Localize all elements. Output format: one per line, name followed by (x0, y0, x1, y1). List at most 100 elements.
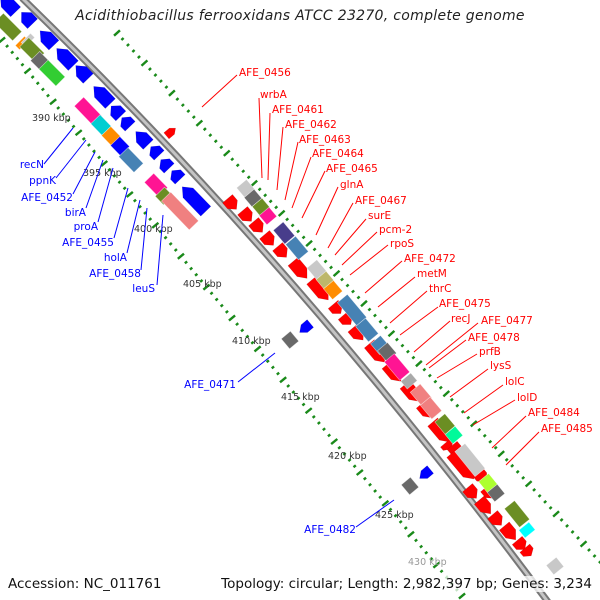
gene-name[interactable]: proA (74, 221, 99, 233)
gene-feature-box[interactable] (419, 396, 443, 420)
gene-name[interactable]: surE (368, 210, 391, 222)
forward-gene-arrow[interactable] (519, 543, 536, 560)
gene-label-fwd-23[interactable]: AFE_0484 (491, 407, 580, 449)
forward-gene-arrow[interactable] (259, 230, 279, 249)
gene-name[interactable]: lysS (490, 360, 512, 372)
gene-label-rev-4[interactable]: proA (74, 167, 114, 233)
gene-name[interactable]: metM (417, 268, 447, 280)
gene-label-fwd-17[interactable]: AFE_0477 (425, 315, 533, 366)
gene-label-fwd-1[interactable]: wrbA (258, 89, 288, 179)
gene-name[interactable]: AFE_0465 (326, 163, 378, 175)
gene-name[interactable]: glnA (340, 179, 364, 191)
gene-label-rev-1[interactable]: ppnK (29, 139, 87, 187)
gene-feature-box[interactable] (258, 206, 278, 226)
gene-feature-box[interactable] (38, 59, 66, 87)
gene-name[interactable]: lolC (505, 376, 525, 388)
reverse-gene-arrow[interactable] (35, 26, 60, 51)
gene-name[interactable]: leuS (132, 283, 155, 295)
reverse-gene-arrow[interactable] (296, 319, 314, 337)
reverse-gene-arrow[interactable] (89, 82, 116, 109)
gene-label-fwd-3[interactable]: AFE_0462 (276, 119, 337, 191)
gene-feature-box[interactable] (285, 235, 309, 261)
gene-name[interactable]: AFE_0482 (304, 524, 356, 536)
gene-name[interactable]: recJ (451, 313, 470, 325)
gene-feature-box[interactable] (486, 483, 506, 503)
gene-feature-box[interactable] (400, 476, 420, 496)
forward-gene-arrow[interactable] (473, 495, 496, 518)
gene-name[interactable]: pcm-2 (379, 224, 412, 236)
gene-label-fwd-20[interactable]: lysS (449, 360, 512, 398)
gene-label-fwd-8[interactable]: AFE_0467 (327, 195, 407, 249)
forward-gene-arrow[interactable] (237, 206, 257, 225)
gene-name[interactable]: birA (65, 207, 87, 219)
reverse-gene-arrow[interactable] (71, 61, 94, 84)
gene-label-fwd-7[interactable]: glnA (315, 179, 364, 236)
gene-name[interactable]: AFE_0467 (355, 195, 407, 207)
gene-feature-box[interactable] (118, 147, 144, 173)
gene-feature-box[interactable] (355, 317, 379, 343)
forward-gene-arrow[interactable] (163, 125, 178, 140)
gene-name[interactable]: wrbA (260, 89, 288, 101)
gene-label-fwd-18[interactable]: AFE_0478 (428, 332, 520, 369)
gene-feature-box[interactable] (400, 372, 418, 390)
forward-gene-arrow[interactable] (248, 217, 268, 236)
forward-gene-arrow[interactable] (462, 483, 482, 502)
gene-name[interactable]: AFE_0471 (184, 379, 236, 391)
gene-name[interactable]: AFE_0455 (62, 237, 114, 249)
gene-label-fwd-22[interactable]: lolD (472, 392, 537, 426)
reverse-gene-arrow[interactable] (106, 101, 127, 122)
gene-name[interactable]: AFE_0463 (299, 134, 351, 146)
gene-label-fwd-24[interactable]: AFE_0485 (505, 423, 593, 466)
gene-name[interactable]: AFE_0464 (312, 148, 364, 160)
gene-label-fwd-21[interactable]: lolC (463, 376, 525, 414)
gene-feature-box[interactable] (545, 556, 565, 576)
reverse-gene-arrow[interactable] (177, 182, 212, 217)
gene-name[interactable]: AFE_0452 (21, 192, 73, 204)
gene-feature-box[interactable] (383, 353, 411, 381)
reverse-gene-arrow[interactable] (16, 7, 38, 29)
gene-label-fwd-10[interactable]: pcm-2 (341, 224, 412, 266)
gene-name[interactable]: AFE_0485 (541, 423, 593, 435)
forward-gene-arrow[interactable] (511, 535, 530, 554)
gene-label-rev-2[interactable]: AFE_0452 (21, 151, 96, 204)
gene-label-fwd-6[interactable]: AFE_0465 (301, 163, 378, 219)
gene-name[interactable]: rpoS (390, 238, 414, 250)
gene-feature-box[interactable] (323, 280, 343, 300)
gene-name[interactable]: AFE_0456 (239, 67, 291, 79)
gene-label-rev-7[interactable]: AFE_0458 (89, 207, 148, 280)
gene-label-fwd-12[interactable]: AFE_0472 (364, 253, 456, 294)
gene-name[interactable]: ppnK (29, 175, 57, 187)
gene-label-fwd-5[interactable]: AFE_0464 (291, 148, 364, 209)
forward-gene-arrow[interactable] (487, 510, 507, 529)
reverse-gene-arrow[interactable] (131, 127, 154, 150)
gene-feature-box[interactable] (518, 521, 536, 539)
gene-name[interactable]: AFE_0475 (439, 298, 491, 310)
gene-name[interactable]: AFE_0461 (272, 104, 324, 116)
gene-label-fwd-2[interactable]: AFE_0461 (267, 104, 324, 181)
reverse-gene-arrow[interactable] (52, 44, 79, 71)
gene-feature-box[interactable] (161, 191, 199, 231)
gene-label-fwd-13[interactable]: metM (377, 268, 447, 308)
gene-name[interactable]: recN (20, 159, 44, 171)
forward-gene-arrow[interactable] (272, 242, 292, 261)
forward-gene-arrow[interactable] (498, 521, 521, 544)
gene-label-fwd-14[interactable]: thrC (389, 283, 451, 324)
gene-label-rev-9[interactable]: AFE_0471 (184, 352, 276, 391)
reverse-gene-arrow[interactable] (0, 0, 22, 18)
gene-feature-box[interactable] (503, 500, 531, 528)
gene-label-fwd-19[interactable]: prfB (436, 346, 501, 379)
gene-name[interactable]: lolD (517, 392, 537, 404)
gene-feature-box[interactable] (280, 330, 300, 350)
gene-name[interactable]: AFE_0484 (528, 407, 580, 419)
gene-name[interactable]: AFE_0462 (285, 119, 337, 131)
gene-label-fwd-4[interactable]: AFE_0463 (284, 134, 351, 201)
gene-feature-box[interactable] (0, 12, 23, 42)
forward-gene-arrow[interactable] (222, 194, 242, 213)
gene-feature-box[interactable] (454, 443, 486, 477)
gene-label-rev-10[interactable]: AFE_0482 (304, 499, 395, 536)
gene-name[interactable]: AFE_0458 (89, 268, 141, 280)
forward-gene-arrow[interactable] (287, 257, 312, 282)
gene-name[interactable]: holA (104, 252, 128, 264)
gene-name[interactable]: AFE_0472 (404, 253, 456, 265)
gene-feature-box[interactable] (444, 425, 464, 445)
